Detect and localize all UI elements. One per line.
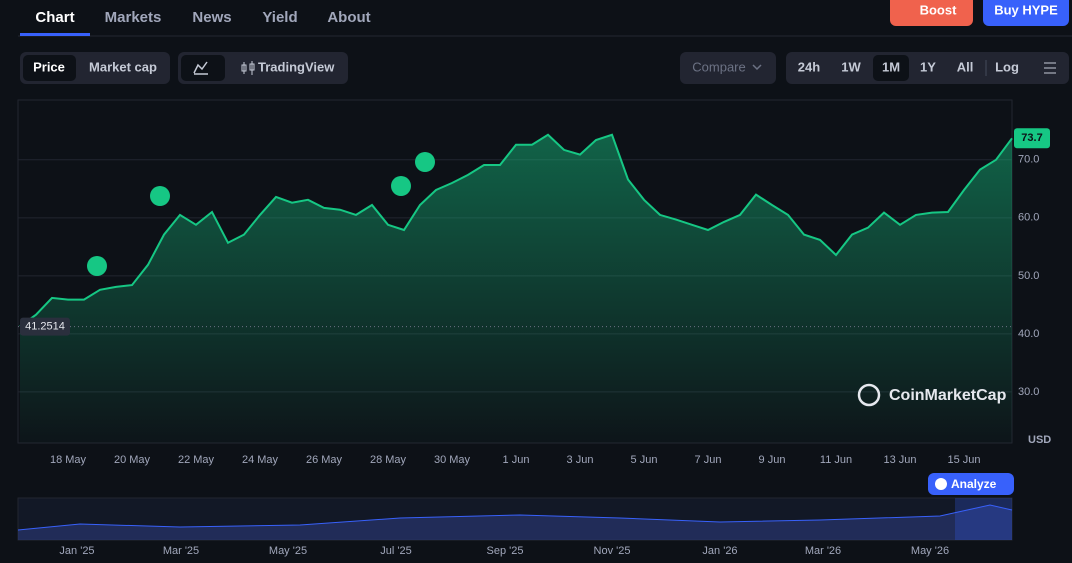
navigator-label: Jul '25 xyxy=(380,545,411,557)
boost-button[interactable] xyxy=(890,0,973,26)
compare-label[interactable]: Compare xyxy=(692,59,745,74)
x-tick-label: 13 Jun xyxy=(883,454,916,466)
navigator-label: Sep '25 xyxy=(487,545,524,557)
log-toggle[interactable]: Log xyxy=(995,59,1019,74)
navigator-label: Mar '26 xyxy=(805,545,841,557)
boost-label[interactable]: Boost xyxy=(920,2,958,17)
last-price-badge xyxy=(1014,128,1050,149)
tab[interactable]: Yield xyxy=(262,9,297,26)
x-tick-label: 20 May xyxy=(114,454,151,466)
range-option[interactable]: 1W xyxy=(841,59,861,74)
mode-market-cap[interactable]: Market cap xyxy=(89,59,157,74)
line-icon xyxy=(193,61,208,75)
x-tick-label: 7 Jun xyxy=(695,454,722,466)
buy-label[interactable]: Buy HYPE xyxy=(994,2,1058,17)
x-tick-label: 11 Jun xyxy=(820,454,852,466)
tab[interactable]: Markets xyxy=(105,9,162,26)
watermark: CoinMarketCap xyxy=(889,387,1007,404)
y-tick-label: 30.0 xyxy=(1018,386,1039,398)
x-tick-label: 9 Jun xyxy=(759,454,786,466)
x-tick-label: 22 May xyxy=(178,454,215,466)
price-line xyxy=(19,133,1013,328)
compare-button[interactable] xyxy=(680,52,776,84)
analyze-icon xyxy=(935,478,947,490)
news-marker[interactable] xyxy=(415,152,435,172)
y-tick-label: 70.0 xyxy=(1018,154,1039,166)
navigator-label: May '25 xyxy=(269,545,307,557)
y-tick-label: 40.0 xyxy=(1018,328,1039,340)
open-price-label: 41.2514 xyxy=(25,321,65,333)
tab[interactable]: Chart xyxy=(35,9,74,26)
news-marker[interactable] xyxy=(150,186,170,206)
range-option[interactable]: 1Y xyxy=(920,59,936,74)
navigator-label: Mar '25 xyxy=(163,545,199,557)
news-marker[interactable] xyxy=(391,176,411,196)
range-option[interactable]: 1M xyxy=(882,59,900,74)
open-price-badge xyxy=(20,317,70,336)
price-area xyxy=(20,134,1012,444)
range-group xyxy=(786,52,1069,84)
y-unit-label: USD xyxy=(1028,434,1051,446)
news-markers xyxy=(87,152,435,276)
tab[interactable]: News xyxy=(192,9,231,26)
candle-icon xyxy=(241,61,255,75)
watermark-logo xyxy=(857,383,881,407)
x-tick-label: 5 Jun xyxy=(631,454,658,466)
tradingview-label[interactable]: TradingView xyxy=(258,59,335,74)
x-tick-label: 1 Jun xyxy=(503,454,530,466)
navigator-line xyxy=(17,504,1013,531)
x-tick-label: 3 Jun xyxy=(567,454,594,466)
navigator-label: Jan '26 xyxy=(702,545,737,557)
x-tick-label: 26 May xyxy=(306,454,343,466)
analyze-label[interactable]: Analyze xyxy=(951,477,997,491)
range-active[interactable] xyxy=(873,55,909,81)
chevron xyxy=(752,64,762,71)
ranges: 24h 1W 1M 1Y All xyxy=(798,55,974,81)
x-tick-label: 28 May xyxy=(370,454,407,466)
x-tick-label: 30 May xyxy=(434,454,471,466)
x-tick-label: 18 May xyxy=(50,454,87,466)
active-underline xyxy=(20,33,90,36)
tabs: Chart Markets News Yield About xyxy=(35,9,370,26)
navigator-label: May '26 xyxy=(911,545,949,557)
mode-active[interactable] xyxy=(23,55,76,81)
y-tick-label: 60.0 xyxy=(1018,212,1039,224)
range-option[interactable]: 24h xyxy=(798,59,820,74)
range-option[interactable]: All xyxy=(957,59,974,74)
tab[interactable]: About xyxy=(327,9,370,26)
navigator-window[interactable] xyxy=(955,498,1012,540)
analyze-button[interactable] xyxy=(928,473,1014,495)
navigator-label: Nov '25 xyxy=(594,545,631,557)
plot: 30.0 40.0 50.0 60.0 70.0 18 May 20 May 22 May 24… xyxy=(18,128,1050,466)
x-tick-label: 24 May xyxy=(242,454,279,466)
navigator-labels: Jan '25 Mar '25 May '25 Jul '25 Sep '25 Nov '… xyxy=(59,545,949,557)
y-tick-label: 50.0 xyxy=(1018,270,1039,282)
news-marker[interactable] xyxy=(87,256,107,276)
buy-button[interactable] xyxy=(983,0,1069,26)
navigator-label: Jan '25 xyxy=(59,545,94,557)
settings-icon[interactable] xyxy=(1044,62,1056,74)
last-price-label: 73.7 xyxy=(1021,132,1042,144)
navigator-area xyxy=(18,505,1012,540)
x-tick-label: 15 Jun xyxy=(947,454,980,466)
mode-price[interactable]: Price xyxy=(33,59,65,74)
